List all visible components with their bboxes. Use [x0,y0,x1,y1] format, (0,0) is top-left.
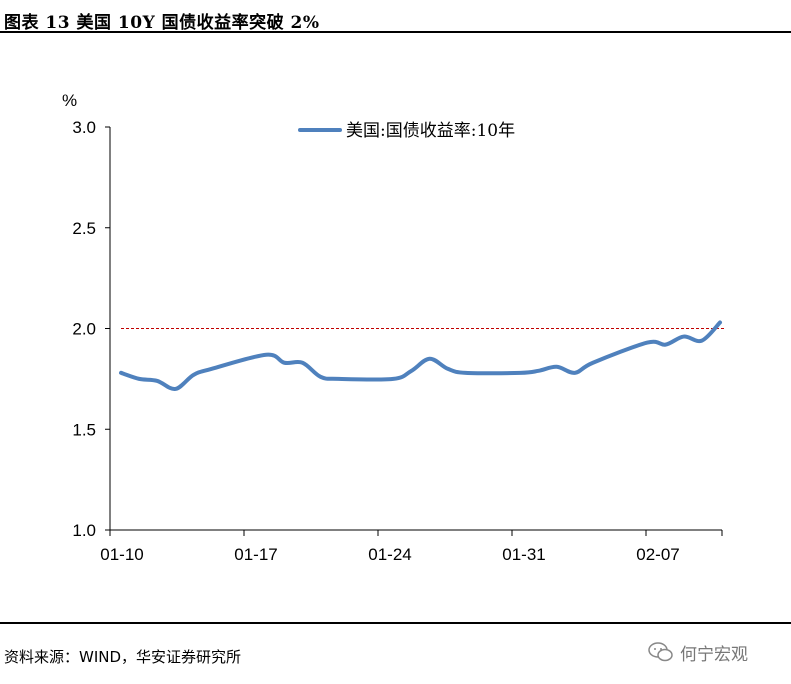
data-point [591,361,595,365]
data-point [301,361,305,365]
data-point [210,367,214,371]
y-axis: 3.0 2.5 2.0 1.5 1.0 [72,118,110,540]
data-point [536,369,540,373]
series-points [119,320,722,390]
data-point [155,379,159,383]
data-point [645,341,649,345]
data-point [464,371,468,375]
chart-title: 图表 13 美国 10Y 国债收益率突破 2% [4,13,320,33]
x-tick-label: 02-07 [636,545,679,564]
data-point [664,343,668,347]
line-chart: % 3.0 2.5 2.0 1.5 1.0 01-10 01-17 01-24 01-31 02… [62,91,726,564]
y-axis-unit-label: % [62,91,77,110]
legend: 美国:国债收益率:10年 [298,121,515,141]
data-point [446,367,450,371]
y-tick-label: 1.5 [72,420,96,439]
x-tick-label: 01-24 [368,545,411,564]
data-point [337,377,341,381]
data-point [573,371,577,375]
title-rule [0,31,791,33]
footer-rule [0,622,791,624]
source-note: 资料来源：WIND，华安证券研究所 [4,648,242,666]
wechat-icon [648,642,673,662]
watermark-text: 何宁宏观 [680,644,748,665]
data-point [319,375,323,379]
y-tick-label: 1.0 [72,521,96,540]
x-tick-label: 01-17 [234,545,277,564]
x-tick-label: 01-10 [100,545,143,564]
x-tick-label: 01-31 [502,545,545,564]
data-point [119,371,123,375]
data-point [137,377,141,381]
y-tick-label: 2.0 [72,320,96,339]
data-point [173,387,177,391]
data-point [409,369,413,373]
data-point [700,339,704,343]
watermark: 何宁宏观 [648,640,778,665]
x-axis: 01-10 01-17 01-24 01-31 02-07 [100,530,723,564]
data-point [264,353,268,357]
data-point [718,320,722,324]
series-line-us-10y [119,320,722,391]
y-tick-label: 2.5 [72,219,96,238]
legend-label: 美国:国债收益率:10年 [346,121,515,141]
data-point [428,357,432,361]
data-point [192,373,196,377]
data-point [391,377,395,381]
data-point [282,361,286,365]
data-point [555,365,559,369]
data-point [518,371,522,375]
data-point [682,335,686,339]
y-tick-label: 3.0 [72,118,96,137]
